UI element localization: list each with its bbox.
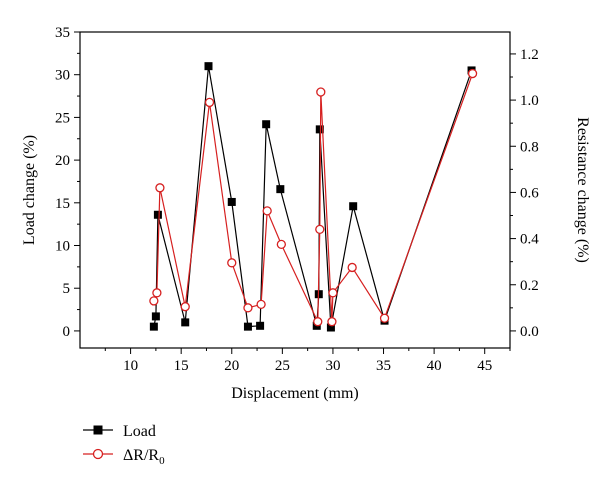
series-resistance-point xyxy=(256,299,266,310)
x-tick-label: 20 xyxy=(224,358,239,374)
y-left-axis-title: Load change (%) xyxy=(21,135,38,245)
series-load-point xyxy=(262,120,271,129)
y-right-tick-label: 1.2 xyxy=(520,47,539,63)
x-tick-label: 45 xyxy=(477,358,492,374)
y-right-tick-label: 0.2 xyxy=(520,278,539,294)
axes: 10 15 20 25 30 35 40 45 0 5 10 15 20 25 30 35 0.0 0.2 0.4 0… xyxy=(21,25,591,402)
legend-resistance-label-sub: 0 xyxy=(159,455,165,467)
legend-resistance-marker xyxy=(92,448,104,460)
legend-load-label: Load xyxy=(123,423,156,440)
series-load-point xyxy=(315,125,324,134)
series-resistance-point xyxy=(243,303,253,313)
x-tick-label: 40 xyxy=(427,358,442,374)
series-load-point xyxy=(349,202,358,211)
series-load-point xyxy=(243,322,252,331)
series-resistance-point xyxy=(313,317,323,327)
series-resistance-point xyxy=(315,224,325,235)
legend: Load ΔR/R0 xyxy=(83,423,165,467)
plot-frame xyxy=(79,31,511,349)
x-tick-label: 10 xyxy=(123,358,138,374)
series-resistance-line xyxy=(153,73,474,322)
x-tick-label: 35 xyxy=(376,358,391,374)
series-resistance-point xyxy=(155,183,165,193)
series-resistance-point xyxy=(152,288,162,298)
series-resistance-point xyxy=(276,239,286,250)
series-resistance-point xyxy=(180,302,190,312)
plot-series xyxy=(149,62,478,332)
y-left-tick-label: 5 xyxy=(63,281,71,297)
series-load-point xyxy=(149,322,158,331)
y-right-tick-label: 0.4 xyxy=(520,232,539,248)
x-tick-label: 15 xyxy=(174,358,189,374)
x-tick-label: 25 xyxy=(275,358,290,374)
series-load-point xyxy=(204,62,213,71)
series-resistance-point xyxy=(328,288,338,298)
series-load-point xyxy=(151,312,160,321)
series-load-point xyxy=(181,318,190,327)
series-resistance-point xyxy=(262,206,272,216)
series-resistance-point xyxy=(149,296,159,306)
y-right-tick-label: 0.0 xyxy=(520,324,539,340)
y-left-tick-label: 15 xyxy=(55,196,70,212)
y-right-axis-title: Resistance change (%) xyxy=(574,117,591,263)
series-resistance-point xyxy=(347,262,357,273)
series-resistance-point xyxy=(316,87,326,97)
y-right-tick-label: 0.6 xyxy=(520,185,539,201)
y-left-tick-label: 0 xyxy=(63,324,71,340)
x-tick-label: 30 xyxy=(325,358,340,374)
legend-load-marker xyxy=(93,425,103,435)
y-left-tick-label: 20 xyxy=(55,153,70,169)
series-load-point xyxy=(153,210,162,219)
y-left-tick-label: 35 xyxy=(55,25,70,41)
series-resistance-point xyxy=(327,317,337,327)
series-load-point xyxy=(227,197,236,206)
series-load-point xyxy=(256,321,265,330)
x-axis-title: Displacement (mm) xyxy=(231,385,359,402)
legend-resistance-label: ΔR/R0 xyxy=(123,447,165,467)
series-resistance-point xyxy=(227,258,237,268)
series-load-point xyxy=(276,185,285,194)
y-left-tick-label: 10 xyxy=(55,239,70,255)
legend-resistance-label-base: ΔR/R xyxy=(123,447,159,464)
y-left-tick-label: 25 xyxy=(55,110,70,126)
y-right-tick-label: 0.8 xyxy=(520,139,539,155)
series-load-line xyxy=(153,66,473,328)
y-right-tick-label: 1.0 xyxy=(520,93,539,109)
series-load-point xyxy=(326,323,335,332)
series-resistance-point xyxy=(204,97,215,108)
series-resistance-point xyxy=(379,313,390,323)
y-left-tick-label: 30 xyxy=(55,68,70,84)
series-resistance-point xyxy=(467,68,478,79)
